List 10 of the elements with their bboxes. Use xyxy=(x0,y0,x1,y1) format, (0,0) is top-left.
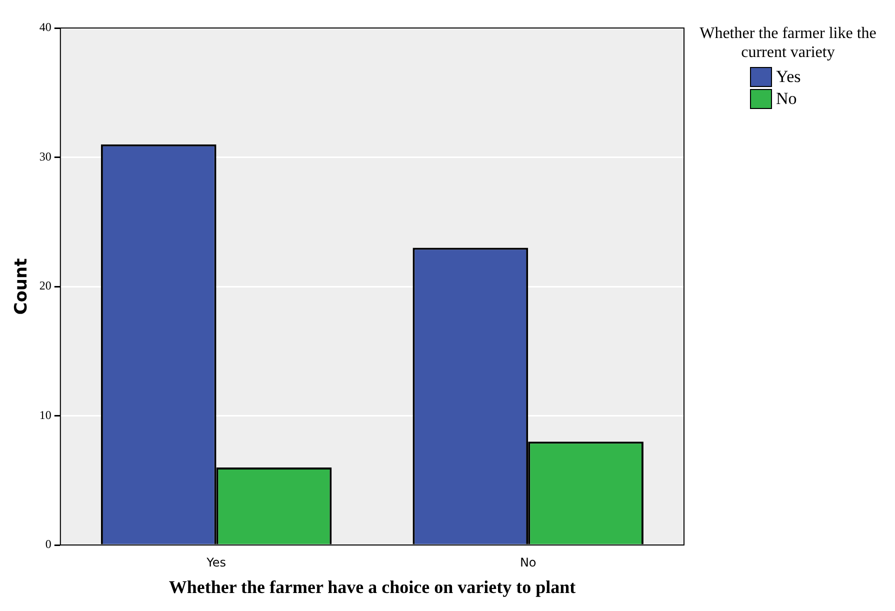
y-tick-label: 40 xyxy=(39,20,52,34)
legend-title: Whether the farmer like the current variety xyxy=(698,24,878,62)
y-tick-label: 0 xyxy=(45,537,52,552)
legend-label: No xyxy=(776,89,797,109)
y-tick-label: 30 xyxy=(39,149,52,164)
x-axis-title: Whether the farmer have a choice on variety to plant xyxy=(168,576,576,597)
y-tick-label: 10 xyxy=(39,408,52,422)
y-tick-label: 20 xyxy=(39,278,52,293)
y-axis-title: Count xyxy=(12,258,32,315)
legend-label: Yes xyxy=(776,67,801,87)
